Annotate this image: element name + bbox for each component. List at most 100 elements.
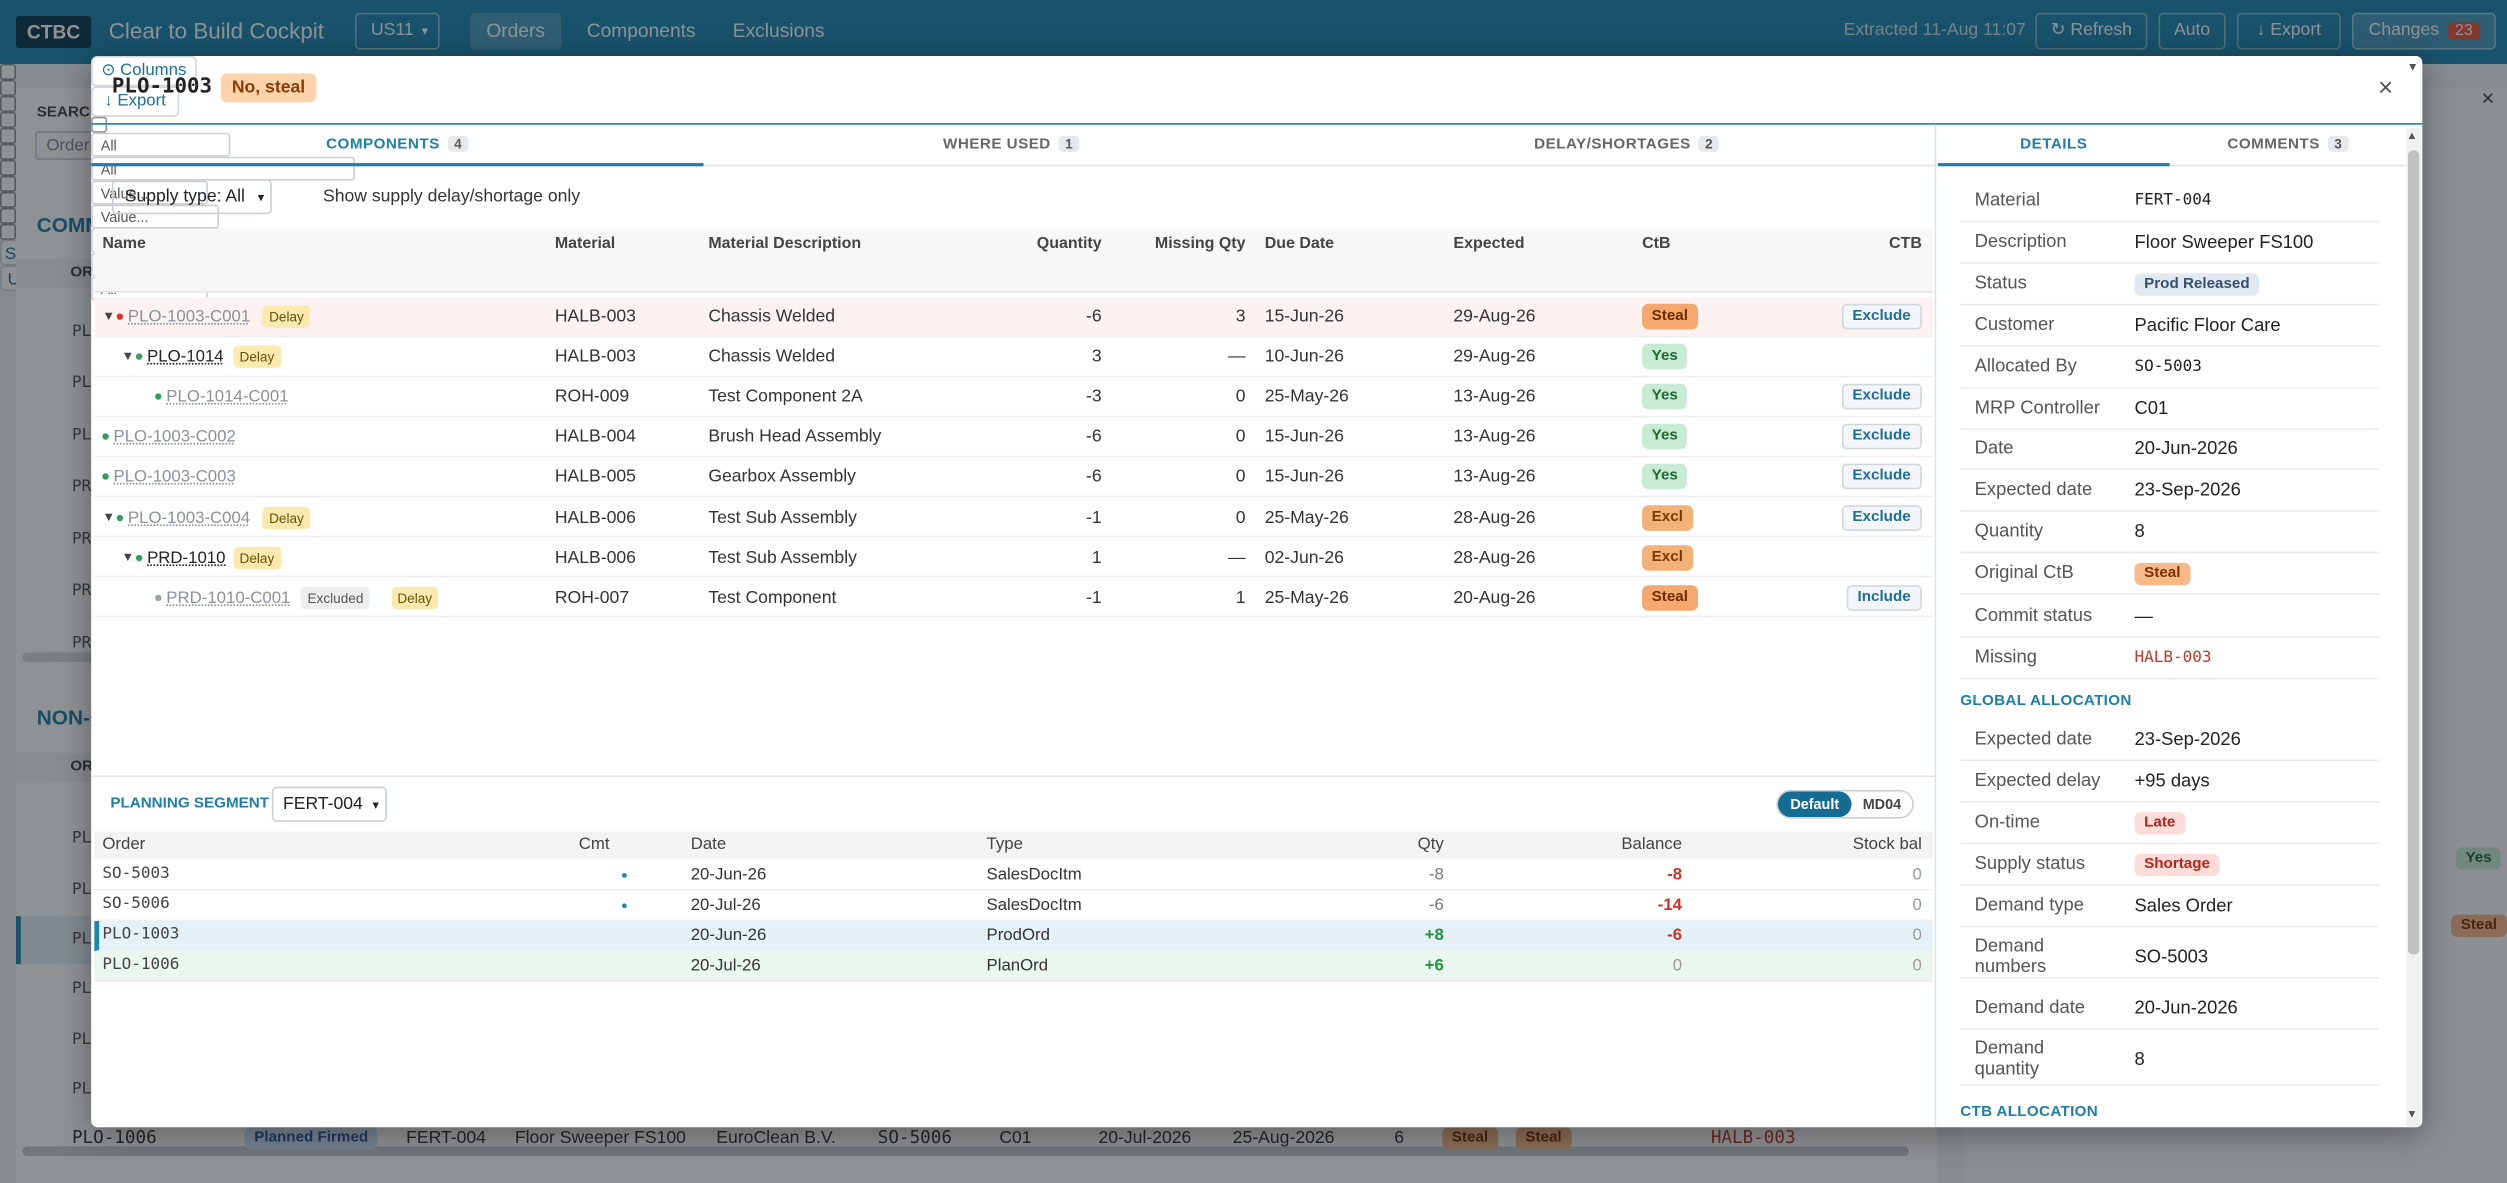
component-row — [94, 296, 1934, 337]
tab[interactable]: COMPONENTS 4 — [91, 125, 704, 167]
row-checkbox[interactable] — [0, 95, 16, 112]
column-filter[interactable]: Value... — [91, 204, 220, 229]
row-action-button[interactable]: Exclude — [1841, 303, 1922, 330]
yes-pill: Yes — [2455, 847, 2502, 870]
row-checkbox[interactable] — [0, 191, 16, 208]
detail-label: Demand quantity — [1974, 1039, 2045, 1080]
status-dot — [135, 554, 143, 561]
view-option[interactable]: Default — [1777, 791, 1852, 818]
changes-button[interactable]: Changes 23 — [2351, 12, 2496, 50]
component-link[interactable]: PLO-1003-C001 — [127, 306, 251, 327]
tag: Delay — [233, 546, 281, 569]
order-cell: SO-5006 — [102, 895, 170, 913]
search-label: SEARCH — [36, 103, 101, 122]
detail-label: Expected delay — [1974, 771, 2101, 791]
cell: 13-Aug-26 — [1453, 387, 1536, 407]
component-link[interactable]: PRD-1010-C001 — [166, 587, 291, 608]
detail-value: Pacific Floor Care — [2134, 316, 2281, 336]
row-checkbox[interactable] — [0, 79, 16, 96]
close-panel[interactable]: × — [2481, 84, 2495, 111]
planning-row — [94, 920, 1934, 951]
row-action-button[interactable]: Exclude — [1841, 504, 1922, 531]
row-checkbox[interactable] — [0, 175, 16, 192]
cell: 25-May-26 — [1264, 387, 1349, 407]
tag: Delay — [262, 506, 311, 529]
plant-select[interactable]: US11 ▾ — [354, 12, 440, 50]
detail-divider — [1960, 220, 2380, 223]
tab[interactable]: WHERE USED 1 — [703, 125, 1320, 167]
column-header: Cmt — [578, 834, 610, 854]
row-checkbox[interactable] — [0, 159, 16, 176]
header-button[interactable]: ⊙ Columns — [91, 55, 197, 87]
supply-type-select[interactable]: Supply type: All ▾ — [111, 179, 272, 215]
cell: Floor Sweeper FS100 — [514, 1128, 686, 1149]
side-tab[interactable]: COMMENTS 3 — [2169, 125, 2407, 167]
row-action-button[interactable]: Include — [1846, 584, 1922, 611]
dialog-title: PLO-1003 — [111, 75, 213, 100]
column-header: Order — [102, 834, 146, 854]
expand-toggle: ▼ — [102, 509, 115, 524]
detail-label: Supply status — [1974, 854, 2086, 874]
component-link[interactable]: PLO-1003-C002 — [113, 427, 236, 447]
nav-tab[interactable]: Components — [586, 19, 696, 42]
order-dialog: PLO-1003 No, steal ⊙ Columns ↓ Export × COMPO… — [91, 55, 2423, 1128]
cell: 13-Aug-26 — [1453, 467, 1536, 487]
section-divider — [91, 775, 1935, 778]
row-action-button[interactable]: Exclude — [1841, 464, 1922, 490]
row-checkbox[interactable] — [0, 111, 16, 128]
pane-divider — [1934, 124, 1937, 1128]
detail-label: Commit status — [1974, 606, 2093, 626]
status-dot — [116, 514, 124, 521]
extracted-time: Extracted 11-Aug 11:07 — [1843, 20, 2026, 40]
component-link[interactable]: PLO-1003-C004 — [127, 507, 251, 527]
commit-dot — [621, 872, 627, 877]
button-label: Export — [2270, 20, 2322, 40]
column-header: Material — [554, 235, 616, 253]
component-link[interactable]: PLO-1014-C001 — [166, 387, 289, 407]
tab[interactable]: DELAY/SHORTAGES 2 — [1319, 125, 1935, 167]
button-label: Auto — [2173, 20, 2211, 40]
commit-dot — [621, 902, 627, 908]
side-tab[interactable]: DETAILS — [1937, 125, 2170, 167]
cell: 25-May-26 — [1264, 587, 1349, 608]
header-button[interactable]: ↓ Export — [91, 86, 180, 117]
detail-value: HALB-003 — [2134, 649, 2212, 667]
row-action-button[interactable]: Exclude — [1841, 424, 1922, 450]
date-cell: 20-Jul-26 — [690, 895, 761, 915]
detail-value: SO-5003 — [2134, 948, 2209, 968]
nav-tab[interactable]: Orders — [470, 12, 562, 50]
order-link[interactable]: PLO-1014 — [147, 347, 224, 367]
toolbar-button[interactable]: ↓ Export — [2236, 12, 2341, 50]
component-link[interactable]: PLO-1003-C003 — [113, 467, 236, 487]
component-row — [94, 417, 1934, 457]
tab-count: 2 — [1698, 135, 1720, 152]
detail-label: Description — [1974, 232, 2067, 252]
detail-divider — [1960, 593, 2380, 595]
row-checkbox[interactable] — [0, 143, 16, 160]
tag: Delay — [390, 586, 439, 609]
segment-select[interactable]: FERT-004 ▾ — [271, 786, 387, 822]
cell: SO-5006 — [877, 1127, 952, 1149]
status-dot — [135, 353, 143, 360]
row-checkbox[interactable] — [0, 127, 16, 144]
detail-divider — [1960, 345, 2380, 347]
row-checkbox[interactable] — [0, 63, 16, 80]
nav-tab[interactable]: Exclusions — [732, 19, 825, 42]
type-cell: ProdOrd — [986, 925, 1050, 945]
toolbar-button[interactable]: ↻ Refresh — [2035, 12, 2148, 50]
detail-label: Expected date — [1974, 729, 2093, 750]
row-action-button[interactable]: Exclude — [1841, 384, 1922, 410]
toolbar-button[interactable]: Auto — [2158, 12, 2226, 50]
expand-toggle: ▼ — [121, 348, 135, 364]
row-checkbox[interactable] — [0, 223, 16, 240]
row-checkbox[interactable] — [0, 207, 16, 224]
qty-cell: -6 — [1428, 895, 1444, 915]
detail-value: Sales Order — [2134, 896, 2233, 917]
order-link[interactable]: PRD-1010 — [147, 547, 226, 567]
view-option[interactable]: MD04 — [1862, 796, 1902, 813]
close-button[interactable]: × — [2378, 75, 2394, 103]
steal-pill: Steal — [2451, 914, 2507, 937]
detail-value: 20-Jun-2026 — [2134, 439, 2238, 459]
cell: 29-Aug-26 — [1453, 306, 1536, 327]
balance-cell: 0 — [1672, 956, 1683, 976]
